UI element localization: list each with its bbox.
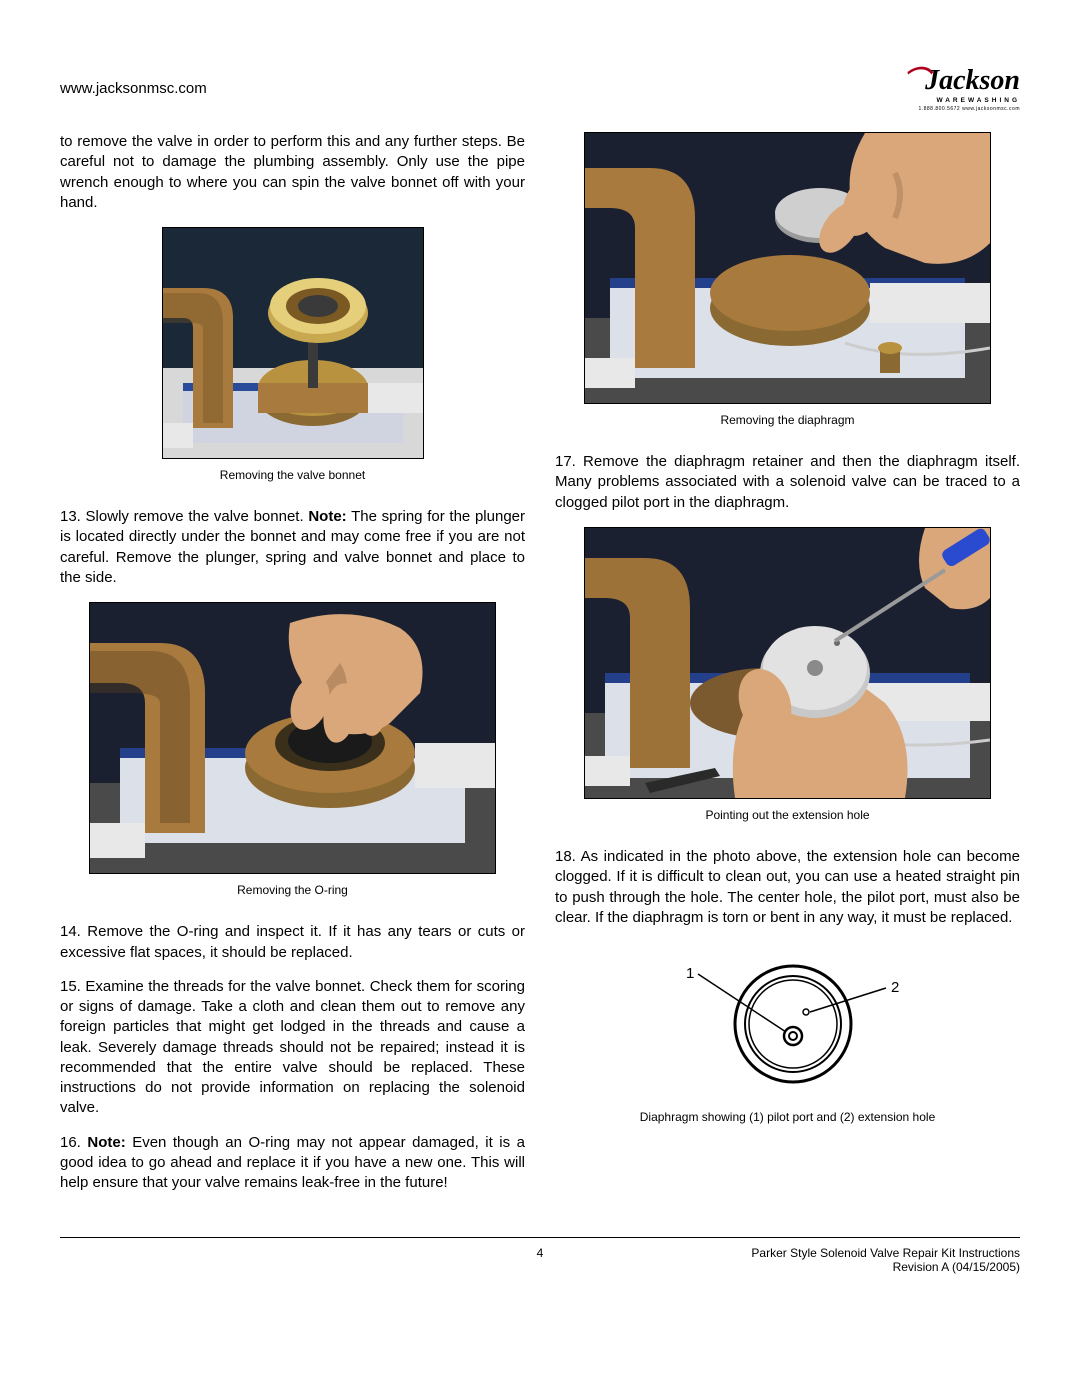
para-13: 13. Slowly remove the valve bonnet. Note… [60, 507, 525, 588]
header-url: www.jacksonmsc.com [60, 80, 207, 97]
photo-diaphragm-remove [584, 132, 991, 404]
photo-oring [89, 602, 496, 874]
diagram-label-2: 2 [891, 979, 899, 996]
diagram-diaphragm: 1 2 [628, 946, 948, 1101]
para-16-note: Note: [87, 1134, 125, 1151]
logo: ⌒Jackson WAREWASHING 1.888.800.5672 www.… [903, 60, 1020, 112]
caption-diagram: Diaphragm showing (1) pilot port and (2)… [555, 1109, 1020, 1125]
caption-diaphragm-remove: Removing the diaphragm [555, 412, 1020, 428]
left-column: to remove the valve in order to perform … [60, 132, 525, 1207]
para-14: 14. Remove the O-ring and inspect it. If… [60, 922, 525, 963]
para-intro: to remove the valve in order to perform … [60, 132, 525, 213]
caption-pointing: Pointing out the extension hole [555, 807, 1020, 823]
caption-oring: Removing the O-ring [60, 882, 525, 898]
para-13-a: 13. Slowly remove the valve bonnet. [60, 508, 308, 525]
logo-sub: WAREWASHING [903, 97, 1020, 104]
right-column: Removing the diaphragm 17. Remove the di… [555, 132, 1020, 1207]
para-15: 15. Examine the threads for the valve bo… [60, 977, 525, 1119]
para-16: 16. Note: Even though an O-ring may not … [60, 1133, 525, 1194]
para-16-a: 16. [60, 1134, 87, 1151]
photo-valve-bonnet [162, 227, 424, 459]
diagram-label-1: 1 [686, 965, 694, 982]
para-18: 18. As indicated in the photo above, the… [555, 847, 1020, 928]
caption-bonnet: Removing the valve bonnet [60, 467, 525, 483]
para-13-note: Note: [308, 508, 346, 525]
footer-rule [60, 1237, 1020, 1238]
footer-revision: Revision A (04/15/2005) [751, 1260, 1020, 1274]
footer-doc-title: Parker Style Solenoid Valve Repair Kit I… [751, 1246, 1020, 1260]
para-16-b: Even though an O-ring may not appear dam… [60, 1134, 525, 1192]
logo-fine: 1.888.800.5672 www.jacksonmsc.com [903, 106, 1020, 112]
logo-main: Jackson [925, 65, 1020, 96]
photo-pointing [584, 527, 991, 799]
para-17: 17. Remove the diaphragm retainer and th… [555, 452, 1020, 513]
footer-page-number: 4 [537, 1246, 544, 1260]
